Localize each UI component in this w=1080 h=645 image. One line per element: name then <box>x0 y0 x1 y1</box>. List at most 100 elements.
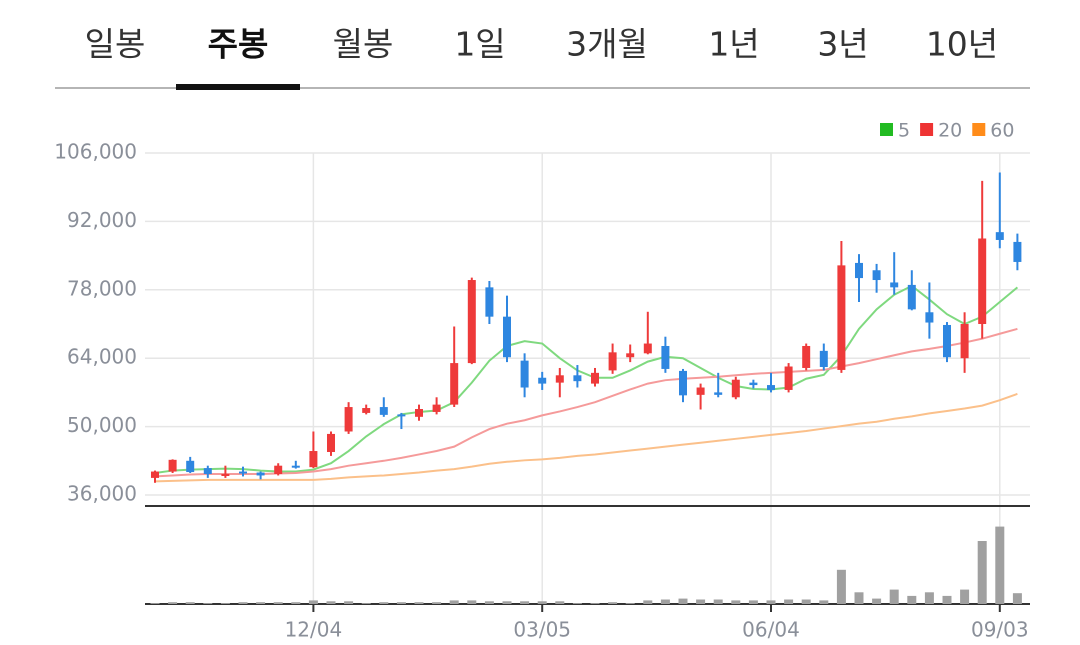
tab[interactable]: 주봉 <box>208 25 269 64</box>
y-tick-label: 50,000 <box>67 413 137 437</box>
y-tick-label: 64,000 <box>67 345 137 369</box>
candle-body <box>855 262 863 279</box>
candle-body <box>696 387 705 395</box>
candle-body <box>591 372 599 384</box>
legend-swatch <box>920 123 934 136</box>
candle-body <box>450 363 459 405</box>
candle-body <box>485 287 494 317</box>
volume-bar <box>889 589 899 604</box>
tab[interactable]: 1년 <box>708 25 759 64</box>
volume-bar <box>150 603 160 604</box>
candle-body <box>837 265 846 370</box>
candle-body <box>168 459 177 472</box>
volume-bar <box>484 601 494 604</box>
volume-bar <box>220 603 230 604</box>
volume-bar <box>308 600 318 604</box>
candle-body <box>978 238 987 324</box>
candle-body <box>274 465 283 474</box>
tab[interactable]: 1일 <box>454 25 505 64</box>
volume-bar <box>502 601 512 604</box>
candle-body <box>291 465 300 468</box>
volume-bar <box>238 602 248 604</box>
volume-bar <box>784 599 794 604</box>
volume-bar <box>713 599 723 604</box>
volume-bar <box>960 589 970 604</box>
volume-bar <box>907 595 917 604</box>
candle-body <box>309 451 318 468</box>
volume-bar <box>379 602 389 604</box>
candle-body <box>520 360 529 388</box>
moving-average-line <box>154 392 1018 483</box>
volume-bar <box>520 601 530 604</box>
candle-body <box>415 409 423 417</box>
candle-body <box>538 377 547 384</box>
volume-bar <box>256 602 266 604</box>
candle-body <box>203 468 212 474</box>
candle-body <box>397 414 406 417</box>
candle-body <box>661 345 670 369</box>
volume-bar <box>185 602 195 604</box>
candle-body <box>573 375 582 382</box>
volume-bar <box>731 600 741 604</box>
tab-underline <box>176 84 300 90</box>
candle-body <box>679 370 687 396</box>
legend-swatch <box>880 123 893 136</box>
candle-body <box>643 343 652 354</box>
volume-bar <box>924 592 934 604</box>
candle-body <box>503 316 511 358</box>
candle-body <box>256 472 265 476</box>
candle-body <box>151 471 159 478</box>
tab[interactable]: 10년 <box>926 25 998 64</box>
candle-body <box>960 324 969 359</box>
volume-bar <box>203 603 213 604</box>
candle-body <box>1013 241 1022 262</box>
candle-body <box>467 280 476 364</box>
candle-body <box>344 407 353 432</box>
candle-body <box>221 473 230 476</box>
candle-body <box>186 460 195 473</box>
volume-bar <box>696 599 706 604</box>
volume-bar <box>291 602 301 604</box>
volume-bar <box>872 598 882 604</box>
candle-body <box>608 352 617 371</box>
volume-bar <box>449 600 459 604</box>
legend-label: 5 <box>898 120 910 142</box>
tab[interactable]: 일봉 <box>85 25 146 64</box>
volume-bar <box>396 602 406 604</box>
volume-bar <box>590 603 600 604</box>
y-tick-label: 78,000 <box>67 276 137 300</box>
candle-body <box>626 353 635 358</box>
x-tick-label: 09/03 <box>971 618 1029 642</box>
volume-bar <box>608 602 618 604</box>
candle-body <box>767 385 775 390</box>
tab[interactable]: 월봉 <box>333 25 394 64</box>
volume-bar <box>361 603 371 604</box>
volume-bar <box>572 603 582 604</box>
candle-body <box>555 375 564 383</box>
candle-body <box>925 312 934 323</box>
candle-body <box>819 350 828 367</box>
tab[interactable]: 3년 <box>817 25 868 64</box>
candle-body <box>995 232 1004 240</box>
legend-swatch <box>972 123 986 136</box>
legend-label: 20 <box>938 120 962 142</box>
volume-bar <box>942 595 952 604</box>
x-tick-label: 12/04 <box>285 618 343 642</box>
volume-bar <box>432 602 442 604</box>
moving-average-line <box>154 284 1019 475</box>
volume-bar <box>678 598 688 604</box>
volume-bar <box>643 600 653 604</box>
candle-body <box>731 379 740 398</box>
candle-body <box>784 366 793 390</box>
candle-body <box>379 407 388 415</box>
volume-bar <box>977 541 987 604</box>
tab[interactable]: 3개월 <box>566 25 648 64</box>
candle-body <box>432 404 441 412</box>
volume-bar <box>819 600 829 604</box>
volume-bar <box>748 600 758 604</box>
legend-label: 60 <box>990 120 1014 142</box>
candle-body <box>714 392 723 395</box>
y-tick-label: 106,000 <box>54 140 137 164</box>
volume-bar <box>273 602 283 604</box>
candle-body <box>890 282 899 288</box>
